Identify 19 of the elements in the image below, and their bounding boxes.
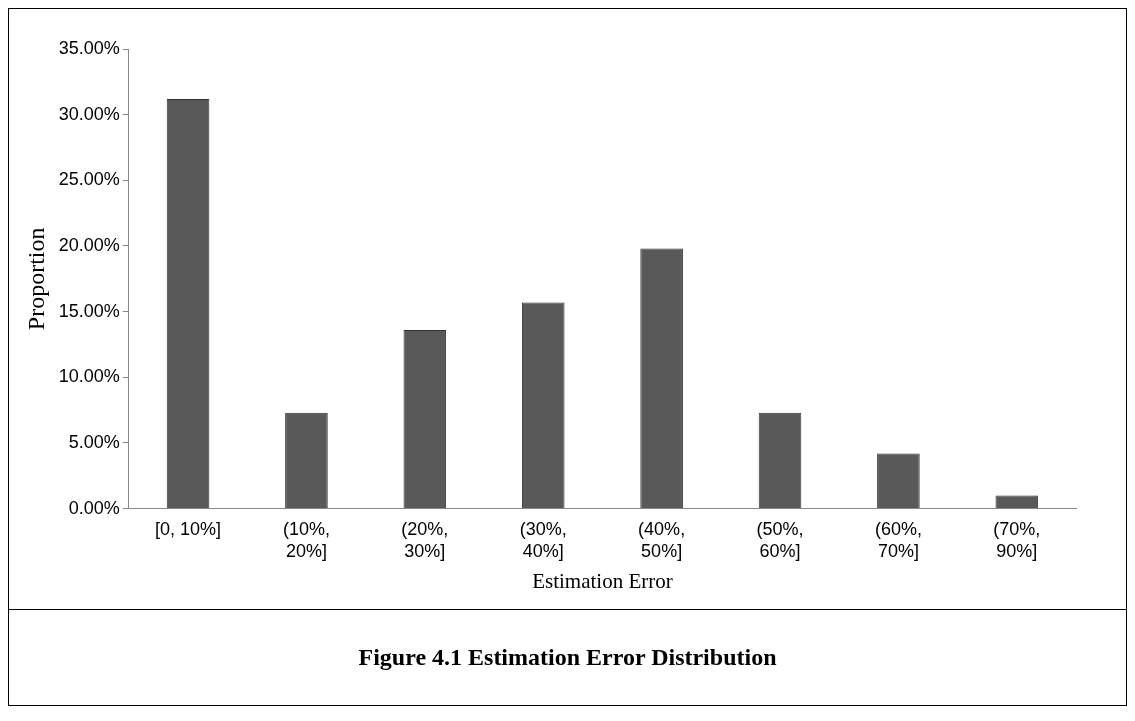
x-tick-label: (10%, 20%] (282, 519, 330, 561)
y-tick-label: 25.00% (58, 169, 120, 190)
text: Figure 4.1 Estimation Error Distribution (358, 644, 777, 671)
y-axis-title: Proportion (22, 227, 49, 331)
y-tick-label: 35.00% (58, 37, 120, 58)
x-tick-label: (40%, 50%] (638, 519, 686, 561)
x-tick-label: (30%, 40%] (519, 519, 567, 561)
x-tick-label: (50%, 60%] (756, 519, 804, 561)
x-axis-title: Estimation Error (532, 568, 673, 593)
y-tick-label: 10.00% (58, 366, 120, 387)
y-tick-label: 0.00% (68, 497, 120, 518)
x-tick-label: (20%, 30%] (401, 519, 449, 561)
y-tick-label: 5.00% (68, 431, 120, 452)
y-tick-label: 30.00% (58, 103, 120, 124)
x-tick-label: (60%, 70%] (874, 519, 922, 561)
y-tick-label: 20.00% (58, 234, 120, 255)
x-tick-label: [0, 10%] (155, 519, 222, 540)
y-tick-label: 15.00% (58, 300, 120, 321)
x-tick-label: (70%, 90%] (993, 519, 1041, 561)
